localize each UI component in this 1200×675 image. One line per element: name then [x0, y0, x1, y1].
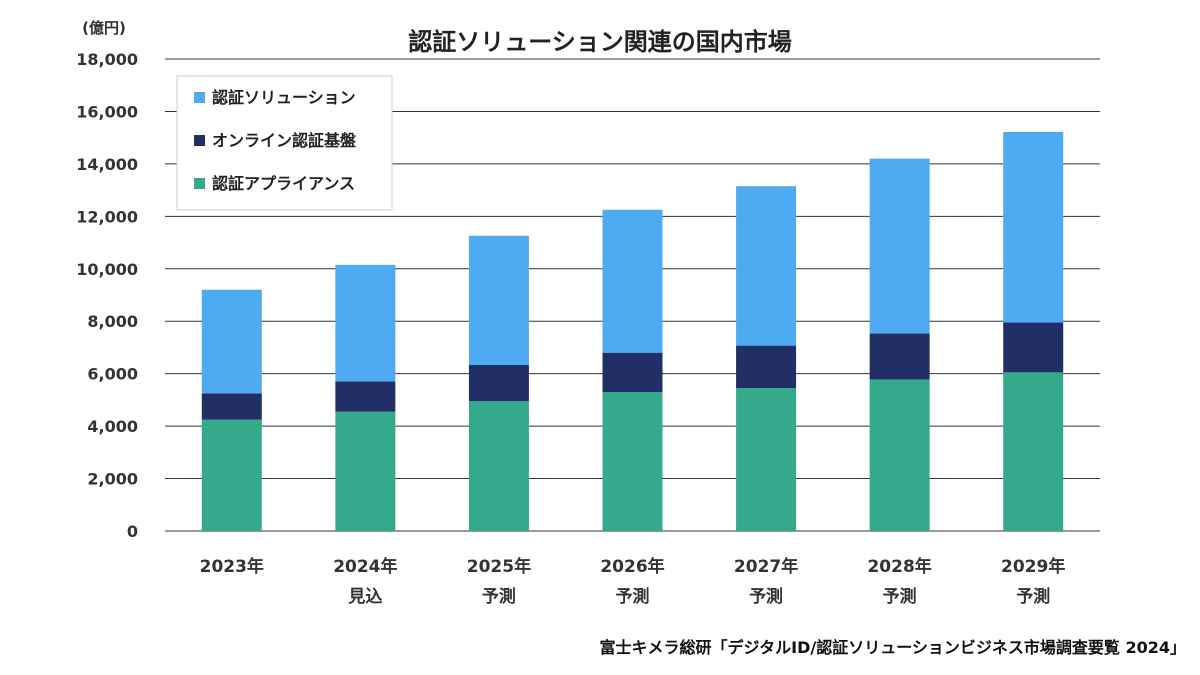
x-tick-label: 2024年: [333, 556, 397, 577]
x-tick-label: 2029年: [1001, 556, 1065, 577]
legend-box: [176, 75, 393, 211]
y-tick-label: 8,000: [87, 312, 138, 331]
x-tick-sublabel: 予測: [616, 586, 650, 607]
x-tick-label: 2028年: [867, 556, 931, 577]
x-tick-sublabel: 予測: [749, 586, 783, 607]
y-axis-unit: (億円): [82, 19, 126, 37]
bar-segment: [602, 352, 663, 393]
legend-swatch: [194, 92, 205, 103]
source-credit: 富士キメラ総研「デジタルID/認証ソリューションビジネス市場調査要覧 2024」: [599, 638, 1186, 657]
bar-segment: [201, 289, 262, 394]
x-tick-label: 2027年: [734, 556, 798, 577]
bar-segment: [736, 345, 797, 389]
legend-swatch: [194, 135, 205, 146]
bar-segment: [602, 209, 663, 353]
bar-segment: [1003, 372, 1064, 531]
bar-segment: [602, 392, 663, 531]
bar-segment: [468, 401, 529, 531]
bar-segment: [468, 365, 529, 402]
legend-label: 認証アプライアンス: [212, 174, 355, 193]
x-tick-label: 2023年: [200, 556, 264, 577]
y-tick-label: 6,000: [87, 365, 138, 384]
x-tick-label: 2026年: [600, 556, 664, 577]
bar-segment: [1003, 131, 1064, 323]
y-tick-label: 4,000: [87, 417, 138, 436]
chart-title: 認証ソリューション関連の国内市場: [408, 28, 792, 56]
x-tick-sublabel: 予測: [482, 586, 516, 607]
bar-segment: [869, 333, 930, 380]
y-tick-label: 12,000: [76, 207, 138, 226]
bar-segment: [869, 158, 930, 334]
bar-segment: [335, 411, 396, 531]
legend-label: 認証ソリューション: [212, 88, 356, 107]
bar-segment: [335, 264, 396, 382]
bar-segment: [869, 379, 930, 531]
bar-segment: [736, 186, 797, 346]
y-tick-label: 14,000: [76, 155, 138, 174]
legend-label: オンライン認証基盤: [212, 131, 357, 150]
bar-segment: [201, 419, 262, 531]
y-tick-label: 16,000: [76, 102, 138, 121]
y-tick-label: 10,000: [76, 260, 138, 279]
x-tick-label: 2025年: [467, 556, 531, 577]
y-tick-label: 0: [127, 522, 138, 541]
y-tick-label: 18,000: [76, 50, 138, 69]
x-tick-sublabel: 予測: [1016, 586, 1050, 607]
x-tick-sublabel: 予測: [883, 586, 917, 607]
y-axis-ticks: 0 2,000 4,000 6,000 8,000 10,000 12,000 14,000 1…: [76, 50, 138, 541]
x-tick-sublabel: 見込: [347, 587, 382, 607]
bar-segment: [335, 381, 396, 412]
y-tick-label: 2,000: [87, 470, 138, 489]
bar-segment: [736, 388, 797, 531]
bar-segment: [201, 393, 262, 420]
legend-swatch: [194, 178, 205, 189]
bars: [201, 131, 1064, 531]
bar-segment: [1003, 322, 1064, 373]
bar-segment: [468, 235, 529, 366]
